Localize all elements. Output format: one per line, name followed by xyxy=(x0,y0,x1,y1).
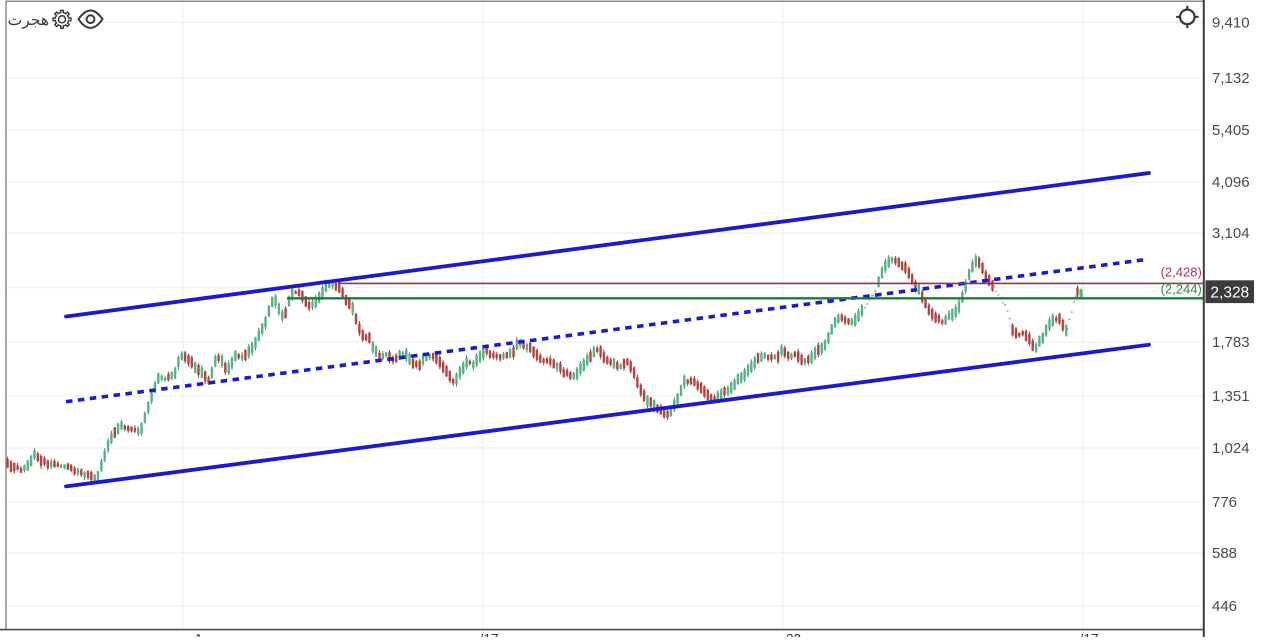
svg-text:1,783: 1,783 xyxy=(1212,334,1250,351)
svg-text:776: 776 xyxy=(1212,494,1237,511)
svg-text:588: 588 xyxy=(1212,545,1237,562)
svg-text:1,024: 1,024 xyxy=(1212,440,1250,457)
svg-text:446: 446 xyxy=(1212,598,1237,615)
svg-text:3,104: 3,104 xyxy=(1212,225,1250,242)
svg-text:(2,428): (2,428) xyxy=(1161,265,1202,280)
svg-text:9,410: 9,410 xyxy=(1212,15,1250,32)
svg-text:هجرت: هجرت xyxy=(8,12,49,29)
svg-text:4,096: 4,096 xyxy=(1212,174,1250,191)
svg-text:7,132: 7,132 xyxy=(1212,70,1250,87)
svg-text:′17: ′17 xyxy=(481,632,499,638)
svg-text:5,405: 5,405 xyxy=(1212,122,1250,139)
svg-text:1: 1 xyxy=(195,632,203,638)
svg-text:′17: ′17 xyxy=(1081,632,1099,638)
svg-text:2,328: 2,328 xyxy=(1210,285,1249,302)
svg-text:(2,244): (2,244) xyxy=(1161,282,1202,297)
svg-text:22: 22 xyxy=(786,632,801,638)
svg-text:1,351: 1,351 xyxy=(1212,388,1250,405)
